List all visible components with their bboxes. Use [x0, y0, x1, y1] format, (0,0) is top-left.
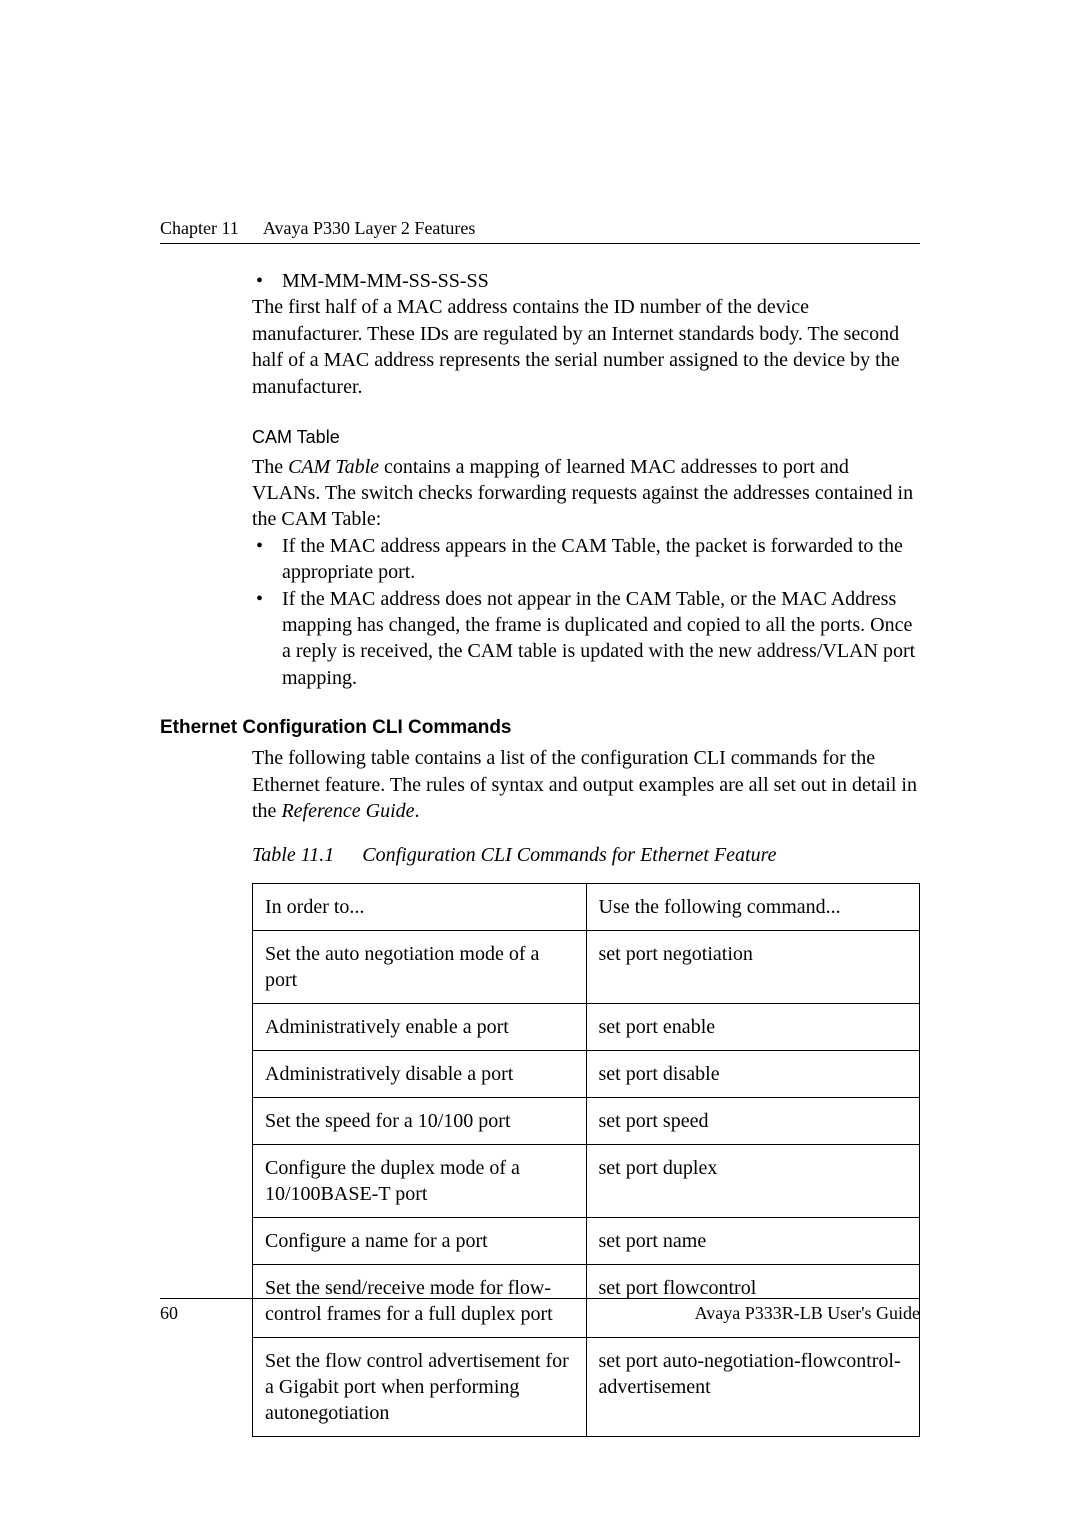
table-header-left: In order to... — [253, 883, 587, 930]
mac-paragraph: The first half of a MAC address contains… — [252, 294, 920, 400]
table-cell-command: set port name — [586, 1217, 920, 1264]
table-row: Administratively disable a port set port… — [253, 1050, 920, 1097]
bullet-icon: • — [256, 268, 263, 294]
table-cell-command: set port duplex — [586, 1144, 920, 1217]
table-cell-task: Set the flow control advertisement for a… — [253, 1337, 587, 1436]
table-caption: Table 11.1 Configuration CLI Commands for… — [252, 842, 920, 868]
chapter-title: Avaya P330 Layer 2 Features — [263, 218, 476, 239]
cam-intro-paragraph: The CAM Table contains a mapping of lear… — [252, 454, 920, 533]
cam-bullet-text: If the MAC address does not appear in th… — [282, 588, 915, 689]
cam-bullet-text: If the MAC address appears in the CAM Ta… — [282, 535, 903, 583]
running-head: Chapter 11 Avaya P330 Layer 2 Features — [160, 218, 920, 239]
table-row: Set the auto negotiation mode of a port … — [253, 930, 920, 1003]
text-fragment: . — [415, 800, 420, 822]
list-item: • MM-MM-MM-SS-SS-SS — [252, 268, 920, 294]
ethernet-intro-block: The following table contains a list of t… — [252, 745, 920, 1437]
table-cell-task: Configure a name for a port — [253, 1217, 587, 1264]
table-cell-task: Set the auto negotiation mode of a port — [253, 930, 587, 1003]
document-page: Chapter 11 Avaya P330 Layer 2 Features •… — [0, 0, 1080, 1528]
cam-bullet-list: • If the MAC address appears in the CAM … — [252, 533, 920, 691]
mac-address-block: • MM-MM-MM-SS-SS-SS The first half of a … — [252, 268, 920, 400]
cli-commands-table: In order to... Use the following command… — [252, 883, 920, 1437]
list-item: • If the MAC address appears in the CAM … — [252, 533, 920, 586]
table-row: Set the flow control advertisement for a… — [253, 1337, 920, 1436]
table-cell-task: Administratively enable a port — [253, 1003, 587, 1050]
table-cell-task: Set the speed for a 10/100 port — [253, 1097, 587, 1144]
table-title: Configuration CLI Commands for Ethernet … — [362, 844, 776, 866]
table-cell-command: set port enable — [586, 1003, 920, 1050]
table-cell-command: set port auto-negotiation-flowcontrol-ad… — [586, 1337, 920, 1436]
table-cell-command: set port speed — [586, 1097, 920, 1144]
reference-guide-emphasis: Reference Guide — [281, 800, 414, 822]
ethernet-intro-paragraph: The following table contains a list of t… — [252, 745, 920, 824]
table-cell-task: Administratively disable a port — [253, 1050, 587, 1097]
ethernet-cli-heading: Ethernet Configuration CLI Commands — [160, 717, 920, 739]
mac-bullet-list: • MM-MM-MM-SS-SS-SS — [252, 268, 920, 294]
mac-format-text: MM-MM-MM-SS-SS-SS — [282, 270, 489, 292]
page-footer: 60 Avaya P333R-LB User's Guide — [160, 1298, 920, 1324]
chapter-number: Chapter 11 — [160, 218, 239, 239]
table-cell-command: set port negotiation — [586, 930, 920, 1003]
table-header-row: In order to... Use the following command… — [253, 883, 920, 930]
document-title: Avaya P333R-LB User's Guide — [695, 1303, 920, 1324]
table-row: Configure the duplex mode of a 10/100BAS… — [253, 1144, 920, 1217]
bullet-icon: • — [256, 533, 263, 559]
table-number: Table 11.1 — [252, 844, 334, 866]
table-row: Set the speed for a 10/100 port set port… — [253, 1097, 920, 1144]
text-fragment: The — [252, 456, 288, 478]
table-cell-task: Configure the duplex mode of a 10/100BAS… — [253, 1144, 587, 1217]
table-cell-command: set port disable — [586, 1050, 920, 1097]
page-header: Chapter 11 Avaya P330 Layer 2 Features — [160, 218, 920, 244]
bullet-icon: • — [256, 586, 263, 612]
cam-table-subheading: CAM Table — [252, 426, 920, 450]
table-row: Configure a name for a port set port nam… — [253, 1217, 920, 1264]
list-item: • If the MAC address does not appear in … — [252, 586, 920, 692]
table-row: Administratively enable a port set port … — [253, 1003, 920, 1050]
cam-table-emphasis: CAM Table — [288, 456, 379, 478]
cam-table-block: CAM Table The CAM Table contains a mappi… — [252, 426, 920, 691]
page-number: 60 — [160, 1303, 178, 1324]
table-header-right: Use the following command... — [586, 883, 920, 930]
